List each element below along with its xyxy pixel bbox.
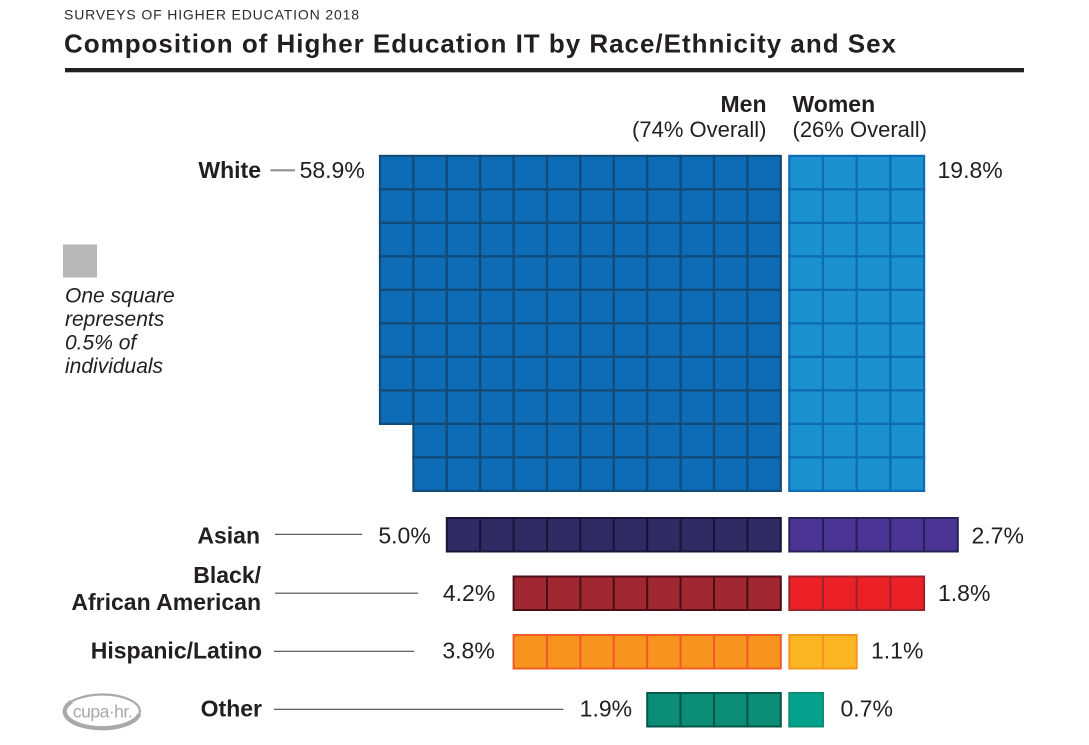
svg-text:2.7%: 2.7% <box>972 523 1024 549</box>
svg-text:Women: Women <box>793 91 876 117</box>
svg-text:Men: Men <box>721 91 767 117</box>
svg-text:cupa·hr.: cupa·hr. <box>73 702 132 722</box>
svg-text:0.7%: 0.7% <box>841 695 893 721</box>
svg-text:4.2%: 4.2% <box>443 580 495 606</box>
svg-text:SURVEYS OF HIGHER EDUCATION 20: SURVEYS OF HIGHER EDUCATION 2018 <box>64 7 360 23</box>
svg-text:Other: Other <box>201 695 262 721</box>
svg-text:58.9%: 58.9% <box>300 157 365 183</box>
svg-text:African American: African American <box>71 589 261 615</box>
svg-text:1.8%: 1.8% <box>938 580 990 606</box>
svg-text:1.1%: 1.1% <box>871 637 923 663</box>
svg-text:represents: represents <box>65 308 165 331</box>
svg-text:Asian: Asian <box>197 523 260 549</box>
svg-text:Hispanic/Latino: Hispanic/Latino <box>91 637 262 663</box>
svg-text:1.9%: 1.9% <box>580 695 632 721</box>
svg-text:0.5% of: 0.5% of <box>65 331 138 354</box>
svg-text:3.8%: 3.8% <box>442 637 494 663</box>
svg-text:5.0%: 5.0% <box>378 523 430 549</box>
svg-text:One square: One square <box>65 284 175 307</box>
svg-text:Black/: Black/ <box>193 562 261 588</box>
svg-text:19.8%: 19.8% <box>938 157 1003 183</box>
svg-text:(26% Overall): (26% Overall) <box>793 117 927 142</box>
svg-text:individuals: individuals <box>65 355 164 378</box>
svg-text:Composition of Higher Educatio: Composition of Higher Education IT by Ra… <box>64 29 897 59</box>
svg-text:White: White <box>198 157 261 183</box>
svg-text:(74% Overall): (74% Overall) <box>632 117 766 142</box>
